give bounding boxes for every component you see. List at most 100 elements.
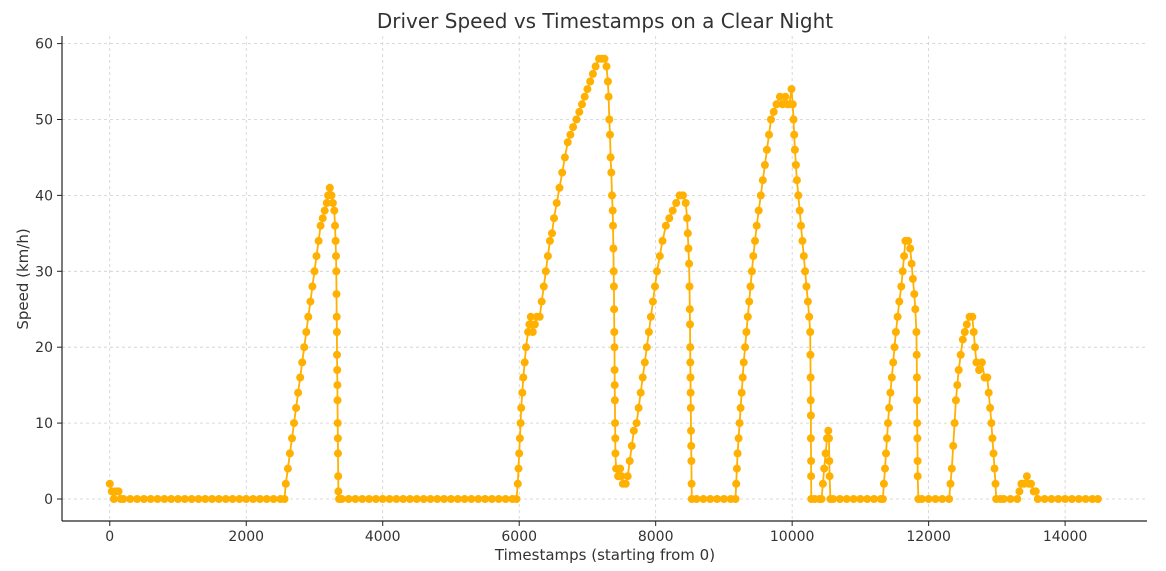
data-point: [604, 92, 613, 101]
data-point: [687, 441, 696, 450]
data-point: [526, 312, 535, 321]
data-point: [884, 419, 892, 428]
data-point: [829, 495, 838, 503]
data-point: [913, 472, 922, 481]
data-point: [665, 214, 674, 223]
data-point: [803, 297, 812, 306]
data-point: [333, 434, 342, 443]
data-point: [333, 419, 342, 428]
data-point: [898, 267, 907, 276]
data-point: [392, 495, 401, 503]
data-point: [938, 495, 947, 503]
data-point: [686, 388, 695, 397]
data-point: [530, 320, 539, 329]
data-point: [412, 495, 421, 503]
data-point: [351, 495, 360, 503]
data-point: [644, 328, 653, 336]
data-point: [687, 426, 695, 435]
data-point: [736, 403, 745, 412]
data-point: [575, 107, 584, 116]
data-point: [951, 396, 960, 405]
data-point: [300, 343, 309, 352]
y-axis-label: Speed (km/h): [14, 228, 32, 329]
data-point: [399, 495, 408, 503]
data-point: [913, 419, 922, 428]
data-point: [1031, 487, 1040, 496]
data-point: [327, 191, 336, 200]
data-point: [255, 495, 264, 503]
speed-series: [105, 54, 1102, 503]
data-point: [954, 366, 963, 374]
data-point: [332, 290, 341, 299]
data-point: [332, 252, 340, 261]
data-point: [447, 495, 455, 503]
data-point: [713, 495, 722, 503]
data-point: [679, 191, 687, 200]
data-point: [863, 495, 872, 503]
data-point: [900, 252, 909, 261]
data-point: [208, 495, 217, 503]
data-point: [290, 419, 298, 428]
data-point: [600, 54, 609, 63]
data-point: [539, 282, 548, 291]
data-point: [945, 495, 954, 503]
data-point: [1093, 495, 1102, 503]
data-point: [746, 282, 755, 291]
data-point: [320, 206, 329, 215]
data-point: [972, 358, 981, 367]
data-point: [731, 495, 740, 503]
data-point: [201, 495, 210, 503]
data-point: [146, 495, 155, 503]
data-point: [525, 320, 534, 329]
data-point: [887, 373, 896, 382]
data-point: [334, 487, 343, 496]
data-point: [563, 138, 572, 147]
data-point: [687, 457, 696, 465]
data-point: [913, 434, 922, 443]
data-point: [560, 153, 569, 162]
data-point: [906, 244, 915, 253]
data-point: [762, 145, 771, 154]
data-point: [304, 312, 313, 321]
data-point: [528, 328, 537, 336]
data-point: [806, 350, 815, 359]
data-point: [911, 305, 920, 314]
data-point: [550, 214, 558, 223]
data-point: [332, 267, 341, 276]
data-point: [344, 495, 353, 503]
data-point: [609, 267, 618, 276]
data-point: [543, 252, 552, 261]
data-point: [1054, 495, 1063, 503]
data-point: [741, 343, 750, 352]
data-point: [126, 495, 135, 503]
data-point: [686, 373, 695, 382]
data-point: [433, 495, 442, 503]
data-point: [946, 479, 955, 488]
data-point: [583, 85, 592, 94]
data-point: [578, 100, 586, 109]
data-point: [792, 176, 801, 185]
data-point: [566, 130, 575, 139]
data-point: [758, 176, 767, 185]
data-point: [522, 343, 530, 352]
data-point: [548, 229, 556, 238]
y-tick-label: 50: [35, 112, 53, 128]
data-point: [541, 267, 550, 276]
data-point: [999, 495, 1008, 503]
y-tick-label: 0: [44, 492, 53, 508]
data-point: [908, 274, 917, 283]
data-point: [781, 92, 790, 101]
data-point: [787, 85, 796, 94]
data-point: [1047, 495, 1056, 503]
data-point: [310, 267, 319, 276]
data-point: [687, 479, 696, 488]
data-point: [537, 297, 546, 306]
data-point: [632, 419, 641, 428]
data-point: [904, 236, 913, 245]
data-point: [805, 312, 814, 321]
data-point: [517, 403, 526, 412]
data-point: [1033, 495, 1042, 503]
data-point: [378, 495, 387, 503]
data-point: [501, 495, 510, 503]
